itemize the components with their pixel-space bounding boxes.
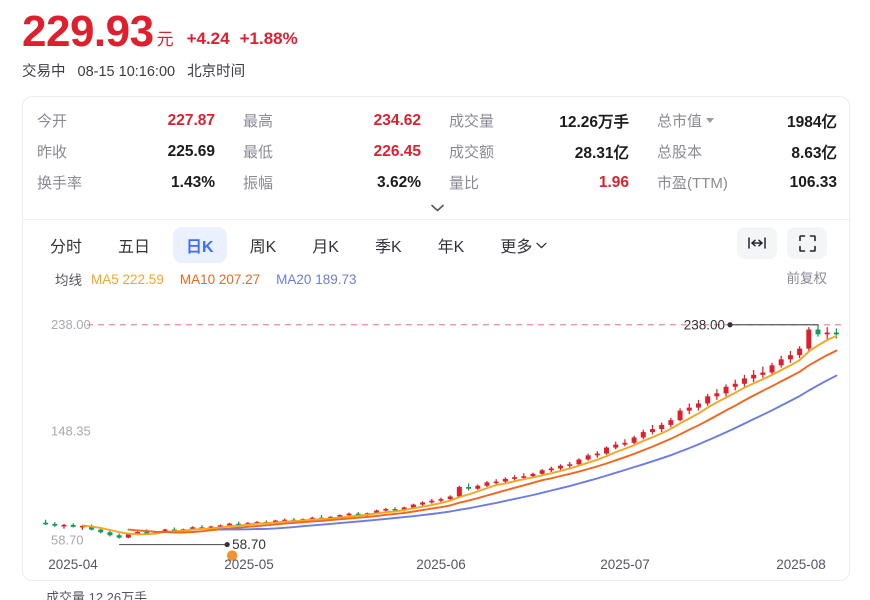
ma20-line [219, 374, 838, 531]
chevron-down-icon [536, 242, 548, 248]
stat-label: 总市值 [657, 113, 703, 130]
stat-prev-close: 昨收 225.69 [23, 136, 229, 167]
tab-monthly-k[interactable]: 月K [312, 239, 339, 256]
low-price-annotation: 58.70 [119, 537, 266, 561]
stat-amplitude: 振幅 3.62% [229, 167, 435, 198]
y-axis-tick-label: 58.70 [51, 533, 84, 548]
stat-high: 最高 234.62 [229, 105, 435, 136]
stat-label: 最低 [243, 144, 274, 161]
stat-volume-ratio: 量比 1.96 [435, 167, 643, 198]
market-status-row: 交易中 08-15 10:16:00 北京时间 [22, 60, 852, 81]
stat-label: 量比 [449, 175, 480, 192]
tab-intraday[interactable]: 分时 [50, 239, 83, 256]
stat-label: 昨收 [37, 144, 68, 161]
ma5-value: 222.59 [122, 271, 164, 287]
adjustment-type-label[interactable]: 前复权 [786, 271, 828, 286]
stat-value: 3.62% [377, 173, 421, 191]
x-axis-tick-label: 2025-08 [776, 557, 826, 572]
stat-label: 振幅 [243, 175, 274, 192]
ma10-name: MA10 [179, 271, 216, 287]
y-axis-tick-label: 238.00 [51, 317, 91, 332]
stat-value: 1.43% [171, 173, 215, 191]
horizontal-resize-button[interactable] [737, 227, 777, 259]
x-axis-tick-label: 2025-06 [416, 557, 466, 572]
fullscreen-icon [798, 234, 816, 252]
x-axis-tick-label: 2025-07 [600, 557, 650, 572]
stat-value: 225.69 [167, 142, 215, 160]
price-change: +4.24 [186, 29, 230, 48]
price-currency-unit: 元 [156, 30, 174, 49]
stat-value: 234.62 [373, 111, 421, 129]
quote-header: 229.93 元 +4.24 +1.88% 交易中 08-15 10:16:00… [22, 6, 852, 81]
market-status: 交易中 [22, 64, 66, 80]
y-axis-tick-label: 148.35 [51, 424, 91, 439]
volume-panel-label: 成交量 12.26万手 [46, 590, 148, 600]
stat-label: 市盈(TTM) [657, 175, 728, 192]
stat-value: 106.33 [789, 173, 837, 191]
stat-label: 今开 [37, 113, 68, 130]
ma20-legend-item[interactable]: MA20 189.73 [276, 272, 356, 287]
quote-stats-grid: 今开 227.87 最高 234.62 成交量 12.26万手 总市值 1984… [23, 105, 851, 198]
x-axis-tick-label: 2025-05 [224, 557, 274, 572]
stat-pe-ttm: 市盈(TTM) 106.33 [643, 167, 851, 198]
candlestick-chart[interactable]: 238.00 148.35 58.70 238.00 58.70 2025-04 2025-… [23, 293, 851, 581]
chevron-down-icon[interactable] [706, 118, 715, 123]
horizontal-resize-icon [748, 237, 766, 249]
x-axis-tick-label: 2025-04 [48, 557, 98, 572]
chart-toolbar [737, 227, 827, 259]
divider [23, 219, 851, 220]
tab-more[interactable]: 更多 [487, 227, 560, 263]
tab-yearly-k[interactable]: 年K [437, 239, 465, 256]
ma5-line [81, 334, 838, 536]
ma20-name: MA20 [276, 271, 312, 287]
fullscreen-button[interactable] [787, 227, 827, 259]
stat-value: 1984亿 [787, 113, 837, 131]
ma10-value: 207.27 [218, 271, 261, 287]
chart-period-tabs: 分时 五日 日K 周K 月K 季K 年K 更多 [37, 225, 570, 265]
candlestick-chart-svg[interactable]: 238.00 148.35 58.70 238.00 58.70 2025-04 2025-… [23, 293, 851, 581]
quote-card: 今开 227.87 最高 234.62 成交量 12.26万手 总市值 1984… [22, 96, 851, 581]
ma-legend: 均线 MA5 222.59 MA10 207.27 MA20 189.73 [55, 269, 373, 289]
stat-value: 1.96 [598, 173, 629, 191]
stat-market-cap[interactable]: 总市值 1984亿 [643, 105, 851, 136]
stat-label: 成交量 [449, 113, 495, 130]
ma10-legend-item[interactable]: MA10 207.27 [180, 272, 260, 287]
stat-label: 总股本 [657, 144, 703, 161]
stat-value: 28.31亿 [574, 144, 629, 162]
ma5-name: MA5 [91, 271, 119, 287]
stat-turnover-rate: 换手率 1.43% [23, 167, 229, 198]
stat-value: 226.45 [373, 142, 421, 160]
high-annotation-label: 238.00 [684, 317, 725, 332]
quote-timestamp: 08-15 10:16:00 [77, 64, 176, 80]
tab-quarterly-k[interactable]: 季K [374, 239, 402, 256]
high-price-annotation: 238.00 [684, 317, 819, 332]
stat-low: 最低 226.45 [229, 136, 435, 167]
stat-value: 8.63亿 [791, 144, 837, 162]
stat-value: 227.87 [167, 111, 215, 129]
tab-more-label: 更多 [500, 239, 533, 256]
ma20-value: 189.73 [315, 271, 357, 287]
stat-volume: 成交量 12.26万手 [435, 105, 643, 136]
quote-timezone: 北京时间 [187, 64, 246, 80]
ma10-line [127, 349, 838, 534]
stat-open: 今开 227.87 [23, 105, 229, 136]
stat-label: 成交额 [449, 144, 495, 161]
stat-total-shares: 总股本 8.63亿 [643, 136, 851, 167]
low-annotation-label: 58.70 [232, 537, 266, 552]
ma5-legend-item[interactable]: MA5 222.59 [91, 272, 164, 287]
price-change-percent: +1.88% [239, 29, 298, 48]
expand-stats-button[interactable] [23, 199, 851, 217]
tab-five-day[interactable]: 五日 [118, 239, 151, 256]
tab-daily-k[interactable]: 日K [173, 227, 227, 263]
tab-weekly-k[interactable]: 周K [249, 239, 277, 256]
stat-value: 12.26万手 [559, 113, 629, 131]
stat-label: 最高 [243, 113, 274, 130]
stat-turnover-amount: 成交额 28.31亿 [435, 136, 643, 167]
ma-legend-title: 均线 [55, 273, 82, 288]
price-row: 229.93 元 +4.24 +1.88% [22, 6, 852, 54]
stat-label: 换手率 [37, 175, 83, 192]
last-price: 229.93 [22, 7, 154, 56]
chevron-down-icon [430, 204, 444, 212]
